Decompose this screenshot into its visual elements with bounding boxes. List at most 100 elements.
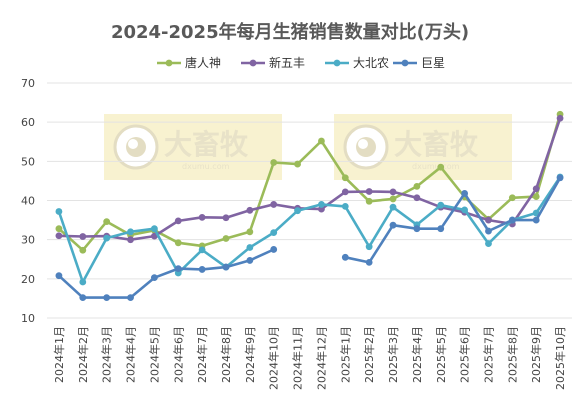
data-point: [437, 201, 445, 209]
series-4: [55, 174, 564, 302]
data-point: [270, 159, 278, 166]
grid-lines: [47, 82, 572, 319]
x-tick-label: 2024年1月: [52, 326, 66, 383]
x-tick-label: 2025年3月: [386, 326, 400, 383]
x-tick-label: 2025年9月: [529, 326, 543, 383]
data-point: [174, 217, 182, 225]
data-point: [55, 272, 63, 280]
legend: 唐人神 新五丰 大北农 巨星: [157, 55, 445, 70]
x-tick-label: 2024年8月: [219, 326, 233, 383]
y-tick-label: 50: [21, 155, 35, 168]
data-point: [103, 294, 111, 302]
data-point: [556, 174, 564, 182]
data-point: [508, 194, 516, 202]
data-point: [246, 206, 254, 214]
x-tick-label: 2025年2月: [362, 326, 376, 383]
data-point: [389, 221, 397, 229]
data-point: [341, 253, 349, 261]
data-point: [127, 228, 134, 236]
data-point: [413, 225, 421, 233]
data-point: [150, 225, 158, 233]
data-point: [461, 190, 469, 197]
chart-title: 2024-2025年每月生猪销售数量对比(万头): [111, 21, 469, 43]
series-line: [57, 176, 562, 299]
y-tick-label: 10: [21, 312, 35, 325]
legend-swatch-marker: [165, 59, 173, 67]
series-line: [57, 113, 562, 252]
data-point: [556, 114, 564, 122]
data-point: [198, 213, 206, 221]
watermark-url: dxumu.com: [412, 162, 460, 171]
data-point: [55, 232, 63, 240]
data-point: [127, 294, 134, 302]
x-tick-label: 2025年6月: [458, 326, 472, 383]
y-tick-label: 40: [21, 195, 35, 208]
series-line: [57, 175, 562, 284]
x-tick-label: 2025年1月: [338, 326, 352, 383]
x-tick-label: 2025年10月: [553, 326, 567, 390]
data-point: [413, 183, 421, 190]
legend-swatch-marker: [401, 59, 409, 67]
watermark-brand: 大畜牧: [394, 128, 479, 161]
data-point: [508, 216, 516, 224]
x-tick-label: 2024年9月: [243, 326, 257, 383]
x-tick-label: 2024年11月: [291, 326, 305, 390]
legend-swatch-marker: [249, 59, 257, 67]
data-point: [365, 188, 373, 195]
y-tick-label: 20: [21, 273, 35, 286]
data-point: [174, 265, 182, 273]
data-point: [318, 137, 325, 145]
x-tick-label: 2025年5月: [434, 326, 448, 383]
data-point: [103, 218, 111, 226]
x-axis: 2024年1月 2024年2月 2024年3月 2024年4月 2024年5月 2024年…: [52, 326, 567, 390]
data-point: [365, 197, 373, 205]
series-group: [55, 110, 564, 302]
data-point: [532, 216, 540, 224]
data-point: [389, 203, 397, 211]
legend-label: 新五丰: [269, 55, 305, 70]
data-point: [437, 225, 445, 233]
legend-label: 巨星: [421, 56, 445, 70]
y-tick-label: 30: [21, 234, 35, 247]
x-tick-label: 2024年6月: [171, 326, 185, 383]
x-tick-label: 2025年7月: [481, 326, 495, 383]
legend-item: 大北农: [325, 56, 389, 70]
data-point: [222, 235, 230, 242]
data-point: [318, 205, 325, 213]
data-point: [389, 188, 397, 196]
x-tick-label: 2025年4月: [410, 326, 424, 383]
data-point: [174, 239, 182, 247]
data-point: [341, 202, 349, 210]
legend-item: 巨星: [393, 56, 445, 70]
data-point: [246, 257, 254, 264]
watermark-logo-highlight: [128, 139, 138, 149]
legend-swatch-marker: [333, 59, 341, 67]
data-point: [341, 188, 349, 196]
data-point: [198, 246, 206, 254]
data-point: [294, 207, 301, 215]
data-point: [79, 294, 87, 302]
data-point: [150, 274, 158, 282]
data-point: [79, 246, 87, 254]
data-point: [318, 201, 325, 208]
data-point: [341, 174, 349, 182]
series-3: [55, 173, 564, 286]
x-tick-label: 2024年2月: [76, 326, 90, 383]
data-point: [103, 234, 111, 242]
data-point: [270, 201, 278, 208]
watermark-url: dxumu.com: [182, 162, 230, 171]
y-tick-label: 60: [21, 116, 35, 129]
data-point: [198, 266, 206, 273]
legend-label: 唐人神: [185, 55, 221, 70]
data-point: [294, 160, 301, 168]
data-point: [270, 246, 278, 253]
data-point: [127, 236, 134, 244]
data-point: [246, 244, 254, 251]
x-tick-label: 2024年5月: [147, 326, 161, 383]
legend-item: 新五丰: [241, 55, 305, 70]
data-point: [246, 228, 254, 236]
